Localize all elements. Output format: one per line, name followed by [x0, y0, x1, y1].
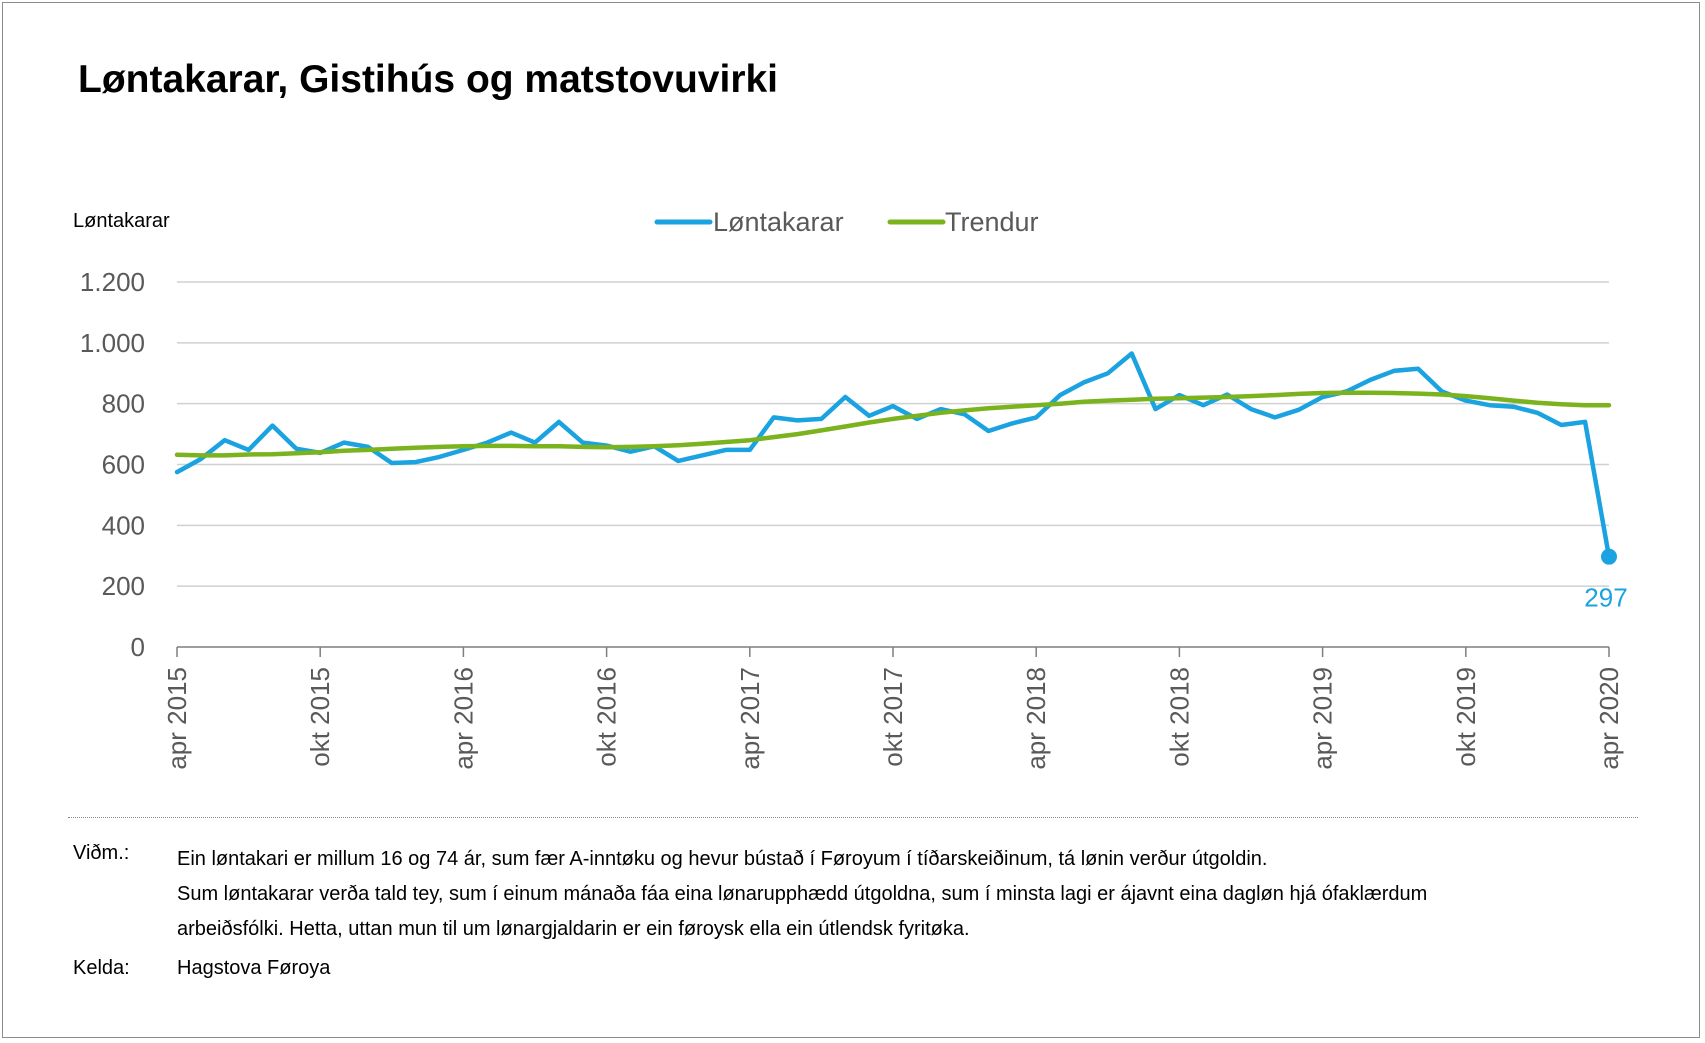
notes-text: Ein løntakari er millum 16 og 74 ár, sum… [177, 842, 1597, 947]
x-tick-label-54: okt 2019 [1451, 667, 1481, 767]
source-label: Kelda: [73, 957, 130, 979]
x-tick-label-42: okt 2018 [1164, 667, 1194, 767]
y-tick-label-600: 600 [102, 450, 145, 480]
x-tick-label-60: apr 2020 [1594, 667, 1624, 770]
x-tick-label-0: apr 2015 [162, 667, 192, 770]
x-tick-label-36: apr 2018 [1021, 667, 1051, 770]
x-tick-label-30: okt 2017 [878, 667, 908, 767]
legend-label-trendur: Trendur [945, 207, 1039, 237]
y-tick-label-200: 200 [102, 571, 145, 601]
y-tick-label-800: 800 [102, 389, 145, 419]
end-point-marker [1601, 548, 1617, 565]
divider [68, 817, 1638, 818]
y-axis-label: Løntakarar [73, 210, 170, 232]
source-text: Hagstova Føroya [177, 957, 331, 979]
x-tick-label-12: apr 2016 [448, 667, 478, 770]
y-tick-label-1000: 1.000 [80, 328, 145, 358]
chart-title: Løntakarar, Gistihús og matstovuvirki [78, 58, 779, 101]
notes-label: Viðm.: [73, 842, 130, 864]
note-line-1: Ein løntakari er millum 16 og 74 ár, sum… [177, 848, 1268, 870]
series-line-lontakarar [174, 351, 1612, 559]
note-line-3: arbeiðsfólki. Hetta, uttan mun til um lø… [177, 918, 970, 940]
y-tick-label-1200: 1.200 [80, 267, 145, 297]
series-line-trendur [174, 390, 1612, 458]
note-line-2: Sum løntakarar verða tald tey, sum í ein… [177, 883, 1428, 905]
x-tick-label-6: okt 2015 [305, 667, 335, 767]
x-tick-label-18: okt 2016 [592, 667, 622, 767]
x-tick-label-48: apr 2019 [1308, 667, 1338, 770]
y-tick-label-0: 0 [131, 632, 145, 662]
y-tick-label-400: 400 [102, 510, 145, 540]
end-point-label: 297 [1584, 583, 1627, 613]
legend-label-lontakarar: Løntakarar [713, 207, 844, 237]
x-tick-label-24: apr 2017 [735, 667, 765, 770]
